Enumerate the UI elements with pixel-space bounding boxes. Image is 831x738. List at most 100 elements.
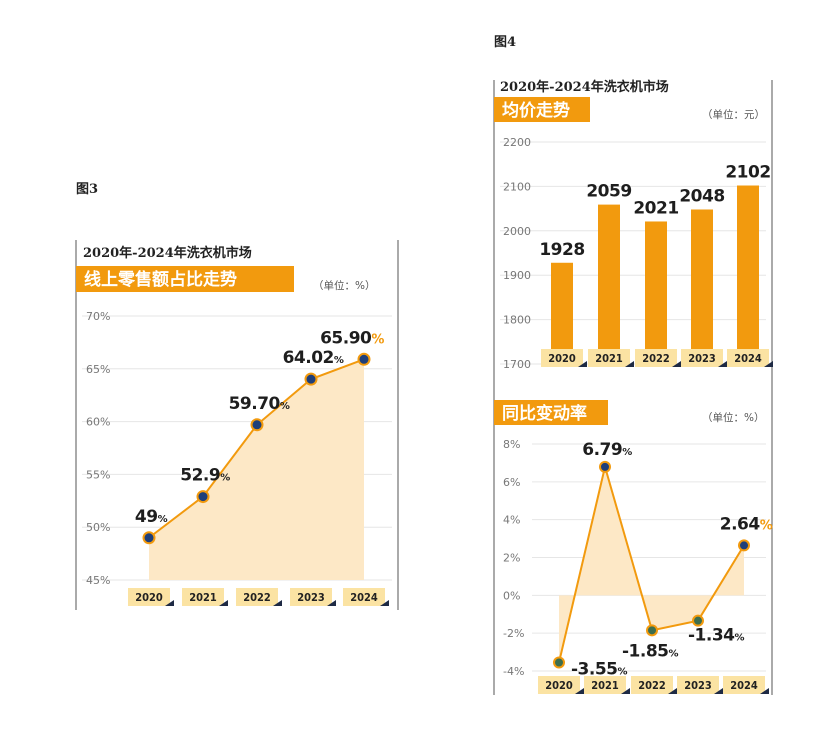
- c2-x-tick-label: 2020: [548, 352, 576, 365]
- c3-x-tick-2024: 2024: [723, 676, 769, 694]
- c3-x-tick-2020: 2020: [538, 676, 584, 694]
- yoy-change-point-2023: [692, 614, 704, 627]
- online-share-point-2021: [196, 490, 210, 504]
- avg-price-title-banner: [494, 97, 590, 122]
- year-badge-corner: [621, 688, 630, 694]
- c1-x-tick-label: 2024: [350, 591, 378, 604]
- c2-x-tick-2024: 2024: [727, 349, 773, 367]
- year-badge-bg: [584, 676, 626, 694]
- c3-y-tick-label: -2%: [503, 627, 524, 640]
- online-share-point-2020: [142, 531, 156, 545]
- c1-y-tick-label: 65%: [86, 363, 110, 376]
- c2-x-tick-label: 2022: [642, 352, 670, 365]
- online-share-point-2022: [250, 418, 264, 432]
- year-badge-corner: [668, 688, 677, 694]
- year-badge-corner: [380, 600, 389, 606]
- c1-x-tick-2020: 2020: [128, 588, 174, 606]
- year-badge-bg: [588, 349, 630, 367]
- avg-price-bar-2022: [645, 221, 667, 364]
- online-share-area: [149, 359, 364, 580]
- c3-x-tick-2023: 2023: [677, 676, 723, 694]
- c1-x-tick-label: 2021: [189, 591, 217, 604]
- avg-price-chart: 2020年-2024年洗衣机市场 均价走势 （单位：元） 2200 2100 200…: [493, 79, 773, 695]
- year-badge-corner: [714, 688, 723, 694]
- c1-x-tick-label: 2022: [243, 591, 271, 604]
- c1-x-tick-label: 2023: [297, 591, 325, 604]
- c2-x-tick-2022: 2022: [635, 349, 681, 367]
- c2-x-tick-2020: 2020: [541, 349, 587, 367]
- c3-y-tick-label: 4%: [503, 514, 520, 527]
- avg-price-market-title: 2020年-2024年洗衣机市场: [500, 79, 669, 95]
- year-badge-corner: [625, 361, 634, 367]
- c3-y-tick-label: 8%: [503, 438, 520, 451]
- c2-y-tick-label: 1700: [503, 358, 531, 371]
- year-badge-bg: [723, 676, 765, 694]
- year-badge-bg: [290, 588, 332, 606]
- year-badge-corner: [273, 600, 282, 606]
- c2-x-tick-label: 2023: [688, 352, 716, 365]
- c1-x-tick-label: 2020: [135, 591, 163, 604]
- yoy-change-value-label-2022: -1.85%: [622, 641, 679, 661]
- c3-y-tick-label: 0%: [503, 589, 520, 602]
- avg-price-bar-2023: [691, 209, 713, 364]
- c2-y-tick-label: 2000: [503, 225, 531, 238]
- avg-price-value-label-2021: 2059: [586, 182, 631, 202]
- year-badge-corner: [578, 361, 587, 367]
- yoy-change-value-label-2020: -3.55%: [571, 659, 628, 679]
- avg-price-title: 均价走势: [502, 100, 570, 121]
- c3-y-tick-label: 2%: [503, 552, 520, 565]
- yoy-change-point-2024: [738, 539, 750, 552]
- c3-x-tick-label: 2020: [545, 679, 573, 692]
- c1-x-tick-2024: 2024: [343, 588, 389, 606]
- c3-x-tick-label: 2023: [684, 679, 712, 692]
- c1-y-tick-label: 55%: [86, 468, 110, 481]
- c2-y-tick-label: 2100: [503, 180, 531, 193]
- online-share-value-label-2023: 64.02%: [283, 348, 344, 368]
- c2-x-tick-label: 2024: [734, 352, 762, 365]
- online-share-title: 线上零售额占比走势: [84, 269, 237, 290]
- avg-price-value-label-2024: 2102: [725, 163, 770, 183]
- c2-y-tick-label: 1800: [503, 314, 531, 327]
- yoy-change-area: [559, 466, 744, 663]
- avg-price-value-label-2020: 1928: [539, 240, 584, 260]
- year-badge-corner: [672, 361, 681, 367]
- year-badge-corner: [718, 361, 727, 367]
- c2-x-tick-2021: 2021: [588, 349, 634, 367]
- c3-x-tick-label: 2024: [730, 679, 758, 692]
- yoy-change-unit: （单位：%）: [702, 411, 764, 424]
- c3-x-tick-label: 2021: [591, 679, 619, 692]
- avg-price-value-label-2022: 2021: [633, 198, 678, 218]
- yoy-change-value-label-2024: 2.64%: [720, 514, 773, 534]
- figure-3-label: 图3: [76, 182, 99, 197]
- year-badge-bg: [631, 676, 673, 694]
- online-share-value-label-2020: 49%: [135, 507, 168, 527]
- online-share-value-label-2021: 52.9%: [180, 466, 230, 486]
- yoy-change-title: 同比变动率: [502, 403, 587, 424]
- c3-x-tick-2021: 2021: [584, 676, 630, 694]
- year-badge-bg: [128, 588, 170, 606]
- year-badge-bg: [635, 349, 677, 367]
- year-badge-bg: [677, 676, 719, 694]
- yoy-change-point-2022: [646, 624, 658, 637]
- year-badge-bg: [538, 676, 580, 694]
- year-badge-bg: [343, 588, 385, 606]
- c2-x-tick-2023: 2023: [681, 349, 727, 367]
- year-badge-corner: [760, 688, 769, 694]
- c1-y-tick-label: 70%: [86, 310, 110, 323]
- c2-y-tick-label: 1900: [503, 269, 531, 282]
- c1-x-tick-2022: 2022: [236, 588, 282, 606]
- c3-y-tick-label: -4%: [503, 665, 524, 678]
- avg-price-unit: （单位：元）: [702, 108, 765, 121]
- avg-price-value-label-2023: 2048: [679, 186, 724, 206]
- avg-price-bar-2024: [737, 185, 759, 364]
- yoy-change-point-2021: [599, 460, 611, 473]
- year-badge-bg: [236, 588, 278, 606]
- c1-y-tick-label: 60%: [86, 416, 110, 429]
- c2-y-tick-label: 2200: [503, 136, 531, 149]
- avg-price-bar-2020: [551, 262, 573, 364]
- yoy-change-point-2020: [553, 656, 565, 669]
- yoy-change-value-label-2023: -1.34%: [688, 626, 745, 646]
- online-share-chart: 2020年-2024年洗衣机市场 线上零售额占比走势 （单位：%） 70% 65%…: [75, 240, 399, 610]
- year-badge-bg: [681, 349, 723, 367]
